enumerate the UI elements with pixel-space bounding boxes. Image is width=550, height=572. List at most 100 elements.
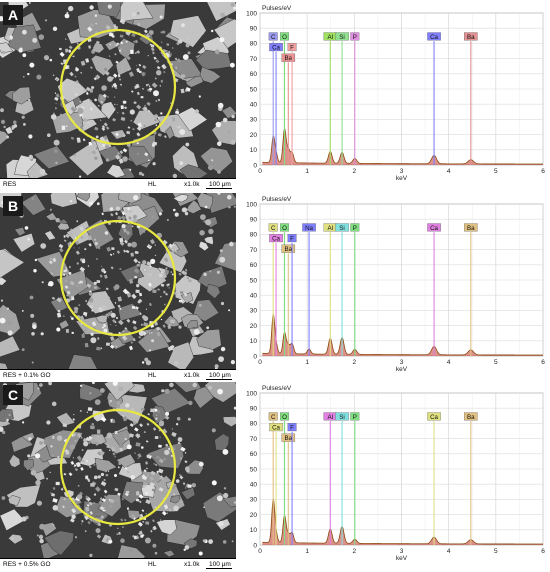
x-tick-label: 0: [258, 168, 262, 175]
detector-mode: HL: [148, 371, 157, 379]
y-tick-label: 20: [250, 132, 258, 139]
peak-label-bg: [427, 412, 441, 421]
y-tick-label: 50: [250, 466, 258, 473]
peak-label: Ba: [285, 246, 293, 253]
scale-label: 100 μm: [209, 560, 231, 568]
peak-label-bg: [464, 223, 478, 232]
x-tick-label: 0: [258, 548, 262, 555]
y-axis-label: Pulses/eV: [262, 5, 292, 12]
peak-label-bg: [268, 32, 278, 41]
sem-image: B: [0, 193, 236, 369]
x-tick-label: 3: [400, 359, 404, 366]
peak-label-bg: [269, 423, 283, 432]
x-tick-label: 6: [541, 359, 545, 366]
x-axis-label: keV: [396, 555, 408, 562]
peak-label-bg: [335, 412, 349, 421]
y-tick-label: 0: [253, 542, 257, 549]
peak-label: F: [290, 425, 294, 432]
x-tick-label: 4: [447, 359, 451, 366]
peak-label: Ba: [467, 225, 475, 232]
peak-label-bg: [350, 412, 360, 421]
peak-label-bg: [269, 234, 283, 243]
x-tick-label: 2: [353, 359, 357, 366]
peak-label: Ca: [430, 414, 438, 421]
panel-letter: C: [3, 385, 23, 405]
peak-label-bg: [287, 234, 297, 243]
x-tick-label: 5: [494, 168, 498, 175]
peak-label: Si: [339, 414, 345, 421]
peak-label-bg: [350, 223, 360, 232]
eds-spectrum-svg: 0 10 20 30 40 50 60 70 80 90 100 0 1 2 3 4 5 6 Pulses/eV ke…: [246, 196, 545, 373]
peak-label-bg: [269, 43, 283, 52]
peak-label-bg: [350, 32, 360, 41]
y-tick-label: 0: [253, 353, 257, 360]
y-tick-label: 30: [250, 497, 258, 504]
peak-label: Ba: [285, 435, 293, 442]
y-tick-label: 90: [250, 26, 258, 33]
peak-label-bg: [280, 223, 289, 232]
sem-caption-bar: RES + 0.5% GO HL x1.0k 100 μm: [0, 558, 236, 570]
scale-label: 100 μm: [209, 180, 231, 188]
peak-label: Si: [339, 225, 345, 232]
peak-label-bg: [427, 32, 441, 41]
peak-label-bg: [268, 223, 278, 232]
y-tick-label: 10: [250, 527, 258, 534]
y-tick-label: 30: [250, 308, 258, 315]
magnification: x1.0k: [184, 371, 200, 379]
y-tick-label: 50: [250, 86, 258, 93]
x-tick-label: 3: [400, 168, 404, 175]
y-tick-label: 60: [250, 451, 258, 458]
magnification: x1.0k: [184, 560, 200, 568]
scale-label: 100 μm: [209, 371, 231, 379]
peak-label-bg: [287, 423, 297, 432]
x-tick-label: 4: [447, 168, 451, 175]
peak-label-bg: [464, 32, 478, 41]
x-tick-label: 2: [353, 168, 357, 175]
y-tick-label: 100: [246, 201, 257, 208]
peak-label: C: [271, 225, 276, 232]
spectrum-line: [262, 497, 543, 545]
x-tick-label: 2: [353, 548, 357, 555]
y-tick-label: 100: [246, 390, 257, 397]
peak-label: Ca: [430, 34, 438, 41]
peak-label: O: [282, 225, 287, 232]
eds-spectrum-svg: 0 10 20 30 40 50 60 70 80 90 100 0 1 2 3 4 5 6 Pulses/eV ke…: [246, 385, 545, 562]
y-tick-label: 0: [253, 162, 257, 169]
peak-label: Al: [328, 34, 334, 41]
peak-label: P: [353, 34, 357, 41]
eds-spectrum-chart: 0 10 20 30 40 50 60 70 80 90 100 0 1 2 3 4 5 6 Pulses/eV ke…: [238, 193, 550, 383]
y-tick-label: 90: [250, 217, 258, 224]
y-tick-label: 70: [250, 247, 258, 254]
scale-bar: [206, 379, 232, 381]
eds-spectrum-chart: 0 10 20 30 40 50 60 70 80 90 100 0 1 2 3 4 5 6 Pulses/eV ke…: [238, 2, 550, 192]
panel-letter: A: [3, 5, 23, 25]
eds-spectrum-chart: 0 10 20 30 40 50 60 70 80 90 100 0 1 2 3 4 5 6 Pulses/eV ke…: [238, 382, 550, 572]
peak-label: O: [282, 34, 287, 41]
x-tick-label: 5: [494, 548, 498, 555]
peak-label: Ba: [285, 55, 293, 62]
y-tick-label: 40: [250, 482, 258, 489]
y-tick-label: 100: [246, 10, 257, 17]
x-tick-label: 5: [494, 359, 498, 366]
y-tick-label: 10: [250, 147, 258, 154]
peak-label-bg: [302, 223, 316, 232]
sem-caption-bar: RES HL x1.0k 100 μm: [0, 178, 236, 190]
sem-image: A: [0, 2, 236, 178]
peak-label: Al: [328, 225, 334, 232]
y-tick-label: 50: [250, 277, 258, 284]
y-tick-label: 60: [250, 71, 258, 78]
y-tick-label: 90: [250, 406, 258, 413]
peak-label-bg: [280, 32, 289, 41]
peak-label: F: [290, 236, 294, 243]
y-tick-label: 30: [250, 117, 258, 124]
y-tick-label: 40: [250, 293, 258, 300]
panel-letter: B: [3, 196, 23, 216]
x-tick-label: 0: [258, 359, 262, 366]
peak-label: Na: [305, 225, 313, 232]
x-tick-label: 3: [400, 548, 404, 555]
panel-c: C RES + 0.5% GO HL x1.0k 100 μm 0 10 20 30 4…: [0, 382, 550, 572]
peak-label: Si: [339, 34, 345, 41]
peak-label: O: [282, 414, 287, 421]
y-tick-label: 40: [250, 102, 258, 109]
peak-label-bg: [335, 32, 349, 41]
